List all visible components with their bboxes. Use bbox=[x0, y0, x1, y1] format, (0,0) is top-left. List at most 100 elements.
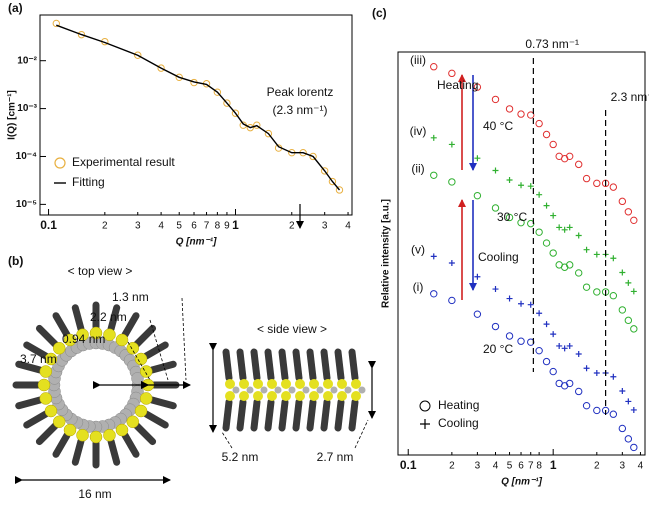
data-point bbox=[492, 167, 499, 174]
data-point bbox=[543, 202, 550, 209]
data-point bbox=[556, 224, 563, 231]
data-point bbox=[473, 83, 482, 91]
aromatic-unit bbox=[115, 333, 129, 347]
alkyl-chain bbox=[264, 348, 275, 382]
alkyl-chain bbox=[236, 348, 247, 382]
data-point bbox=[630, 325, 638, 333]
alkyl-chain bbox=[142, 341, 169, 360]
data-point bbox=[583, 365, 590, 372]
aromatic-unit bbox=[351, 379, 361, 389]
alkyl-chain bbox=[148, 360, 177, 374]
data-point bbox=[542, 239, 551, 247]
data-point bbox=[213, 88, 222, 96]
x-tick-label: 7 bbox=[528, 461, 534, 472]
dimension-label: 0.94 nm bbox=[62, 332, 105, 346]
data-point bbox=[448, 69, 456, 78]
data-point bbox=[609, 410, 618, 418]
data-point bbox=[575, 160, 583, 169]
data-point bbox=[565, 261, 574, 269]
data-point bbox=[517, 337, 525, 345]
dimension-label: 2.7 nm bbox=[317, 450, 354, 464]
dimension-label: 1.3 nm bbox=[112, 290, 149, 304]
data-point bbox=[134, 51, 142, 59]
data-point bbox=[517, 110, 525, 118]
aromatic-unit bbox=[103, 328, 116, 342]
view-label: < top view > bbox=[68, 264, 133, 278]
data-point bbox=[593, 179, 601, 188]
data-point bbox=[624, 316, 633, 325]
data-point bbox=[246, 123, 254, 132]
data-point bbox=[506, 177, 513, 184]
x-tick-label: 4 bbox=[638, 461, 644, 472]
aromatic-unit bbox=[63, 333, 77, 347]
data-point bbox=[593, 251, 600, 258]
aromatic-unit bbox=[139, 392, 153, 405]
data-point bbox=[609, 291, 618, 300]
aromatic-unit bbox=[309, 379, 319, 389]
alkyl-chain bbox=[250, 348, 261, 382]
data-point bbox=[536, 310, 543, 317]
data-point bbox=[542, 357, 551, 366]
data-point bbox=[430, 134, 437, 141]
aromatic-unit bbox=[89, 430, 103, 444]
alkyl-chain bbox=[35, 422, 59, 446]
series-label: (i) bbox=[413, 280, 424, 294]
x-tick-label: 9 bbox=[224, 221, 230, 232]
aromatic-unit bbox=[267, 391, 277, 401]
data-point bbox=[536, 191, 543, 198]
x-tick-label: 2 bbox=[594, 461, 600, 472]
alkyl-chain bbox=[15, 360, 44, 374]
data-point bbox=[223, 99, 231, 107]
x-tick-label: 4 bbox=[158, 221, 164, 232]
x-tick-label: 1 bbox=[550, 458, 557, 472]
data-point bbox=[430, 253, 437, 260]
legend-label: Experimental result bbox=[72, 155, 175, 169]
legend-label: Heating bbox=[438, 398, 479, 412]
x-tick-label: 3 bbox=[620, 461, 626, 472]
aromatic-unit bbox=[323, 379, 333, 389]
alkyl-chain bbox=[107, 304, 121, 333]
aromatic-unit bbox=[267, 379, 277, 389]
data-point bbox=[535, 346, 543, 355]
y-tick-label: 10⁻² bbox=[17, 55, 37, 66]
data-point bbox=[625, 398, 632, 405]
data-point bbox=[473, 310, 482, 318]
data-point bbox=[593, 288, 601, 296]
alkyl-chain bbox=[334, 398, 345, 432]
core-unit bbox=[358, 386, 366, 394]
aromatic-unit bbox=[39, 365, 53, 378]
alkyl-chain bbox=[278, 398, 289, 432]
aromatic-unit bbox=[126, 341, 140, 355]
data-point bbox=[448, 259, 455, 266]
data-point bbox=[575, 232, 582, 239]
data-point bbox=[491, 322, 500, 331]
alkyl-chain bbox=[133, 324, 157, 348]
data-point bbox=[625, 279, 632, 286]
core-unit bbox=[288, 386, 296, 394]
data-point bbox=[491, 204, 500, 212]
reference-label: 0.73 nm⁻¹ bbox=[525, 37, 579, 51]
dimension-arrows bbox=[15, 204, 376, 484]
alkyl-chain bbox=[306, 348, 317, 382]
data-point bbox=[492, 286, 499, 293]
data-point bbox=[505, 332, 514, 340]
dimension-label: 2.2 nm bbox=[90, 310, 127, 324]
alkyl-chain bbox=[264, 398, 275, 432]
data-point bbox=[535, 119, 543, 128]
data-point bbox=[618, 424, 627, 433]
alkyl-chain bbox=[320, 348, 331, 382]
aromatic-unit bbox=[76, 328, 89, 342]
x-tick-label: 7 bbox=[204, 221, 210, 232]
data-point bbox=[566, 224, 573, 231]
alkyl-chain bbox=[23, 410, 50, 429]
dimension-label: 5.2 nm bbox=[222, 450, 259, 464]
data-point bbox=[582, 174, 591, 183]
data-point bbox=[565, 379, 574, 388]
alkyl-chain bbox=[292, 398, 303, 432]
x-tick-label: 8 bbox=[215, 221, 221, 232]
aromatic-unit bbox=[351, 391, 361, 401]
x-tick-label: 4 bbox=[493, 461, 499, 472]
legend-label: Fitting bbox=[72, 175, 105, 189]
data-point bbox=[231, 109, 240, 117]
data-point bbox=[430, 62, 438, 71]
